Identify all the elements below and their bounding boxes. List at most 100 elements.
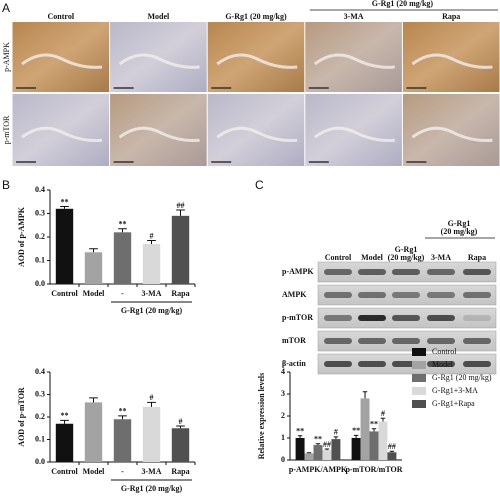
blot-band bbox=[358, 292, 386, 298]
error-bar bbox=[147, 401, 156, 407]
blot-band bbox=[427, 338, 455, 344]
bar bbox=[142, 406, 161, 462]
bar bbox=[313, 445, 323, 460]
column-header: 3-MA bbox=[344, 12, 364, 21]
legend-label: G-Rg1+Rapa bbox=[432, 399, 475, 408]
blot-band bbox=[463, 361, 491, 367]
y-tick-label: 0.4 bbox=[35, 367, 45, 376]
error-bar bbox=[333, 436, 339, 440]
y-tick-label: 0.4 bbox=[35, 185, 45, 194]
y-tick-label: 3 bbox=[281, 389, 285, 398]
blot-band bbox=[392, 292, 420, 298]
blot-band bbox=[324, 292, 352, 298]
error-bar bbox=[176, 425, 185, 429]
y-tick-label: 0.0 bbox=[35, 457, 45, 466]
error-bar bbox=[306, 452, 312, 454]
x-tick-label: Rapa bbox=[171, 289, 189, 298]
blot-band bbox=[463, 315, 491, 321]
blot-row-label: mTOR bbox=[282, 336, 306, 345]
column-header: G-Rg1 (20 mg/kg) bbox=[225, 12, 287, 21]
tissue-texture bbox=[21, 53, 103, 69]
error-bar bbox=[380, 417, 386, 422]
x-tick-label: Control bbox=[51, 289, 78, 298]
y-tick-label: 0.3 bbox=[35, 208, 45, 217]
legend-swatch bbox=[412, 361, 426, 369]
y-axis-label: AOD of p-mTOR bbox=[17, 387, 26, 447]
tissue-texture bbox=[216, 53, 298, 69]
blot-band bbox=[324, 361, 352, 367]
blot-row-label: AMPK bbox=[282, 290, 307, 299]
column-header: Rapa bbox=[442, 12, 460, 21]
x-tick-label: Model bbox=[83, 289, 106, 298]
error-bar bbox=[389, 450, 395, 453]
group-label: (20 mg/kg) bbox=[441, 227, 478, 236]
group-label: G-Rg1 bbox=[448, 219, 471, 228]
significance-label: # bbox=[150, 393, 154, 402]
significance-label: ## bbox=[177, 201, 185, 210]
blot-band bbox=[463, 292, 491, 298]
legend-label: Control bbox=[432, 347, 457, 356]
x-tick-label: p-mTOR/mTOR bbox=[345, 465, 402, 474]
bar bbox=[360, 398, 370, 460]
tissue-texture bbox=[411, 126, 493, 143]
significance-label: # bbox=[179, 417, 183, 426]
y-tick-label: 0.3 bbox=[35, 389, 45, 398]
lane-label: Model bbox=[361, 253, 384, 262]
significance-label: ## bbox=[323, 440, 331, 449]
legend-label: G-Rg1 (20 mg/kg) bbox=[432, 373, 492, 382]
x-tick-label: p-AMPK/AMPK bbox=[289, 465, 348, 474]
bar bbox=[113, 232, 132, 284]
y-tick-label: 1 bbox=[281, 433, 285, 442]
y-tick-label: 2 bbox=[281, 411, 285, 420]
significance-label: ** bbox=[370, 420, 378, 429]
error-bar bbox=[118, 228, 127, 233]
tissue-texture bbox=[216, 126, 298, 143]
x-tick-label: Control bbox=[51, 467, 78, 476]
group-label: G-Rg1 (20 mg/kg) bbox=[372, 0, 434, 8]
blot-band bbox=[324, 315, 352, 321]
error-bar bbox=[324, 448, 330, 451]
significance-label: ** bbox=[352, 426, 360, 435]
bar bbox=[295, 438, 305, 460]
x-tick-label: Rapa bbox=[171, 467, 189, 476]
legend-label: G-Rg1+3-MA bbox=[432, 386, 478, 395]
lane-label: Rapa bbox=[468, 253, 486, 262]
error-bar bbox=[315, 443, 321, 446]
bar bbox=[171, 428, 190, 462]
y-tick-label: 4 bbox=[281, 367, 285, 376]
tissue-texture bbox=[313, 126, 395, 143]
bar bbox=[322, 450, 332, 460]
significance-label: ** bbox=[296, 427, 304, 436]
y-tick-label: 0.1 bbox=[35, 255, 45, 264]
blot-band bbox=[392, 315, 420, 321]
significance-label: # bbox=[334, 428, 338, 437]
y-axis-label: AOD of p-AMPK bbox=[17, 206, 26, 267]
blot-band bbox=[392, 269, 420, 275]
significance-label: ** bbox=[314, 435, 322, 444]
group-label: G-Rg1 (20 mg/kg) bbox=[121, 484, 183, 493]
lane-label: G-Rg1 bbox=[395, 245, 418, 254]
blot-band bbox=[358, 269, 386, 275]
panel-label: A bbox=[2, 1, 10, 15]
legend-swatch bbox=[412, 387, 426, 395]
blot-band bbox=[358, 315, 386, 321]
significance-label: ** bbox=[61, 411, 69, 420]
legend-swatch bbox=[412, 374, 426, 382]
error-bar bbox=[89, 248, 98, 253]
y-tick-label: 0 bbox=[281, 455, 285, 464]
blot-band bbox=[324, 269, 352, 275]
blot-band bbox=[427, 292, 455, 298]
bar bbox=[84, 252, 103, 284]
error-bar bbox=[297, 435, 303, 438]
bar bbox=[378, 421, 388, 460]
bar bbox=[84, 402, 103, 462]
significance-label: # bbox=[381, 409, 385, 418]
error-bar bbox=[147, 240, 156, 245]
blot-band bbox=[324, 338, 352, 344]
significance-label: ** bbox=[119, 407, 127, 416]
legend-swatch bbox=[412, 400, 426, 408]
blot-band bbox=[427, 315, 455, 321]
x-tick-label: - bbox=[121, 289, 124, 298]
y-tick-label: 0.1 bbox=[35, 434, 45, 443]
